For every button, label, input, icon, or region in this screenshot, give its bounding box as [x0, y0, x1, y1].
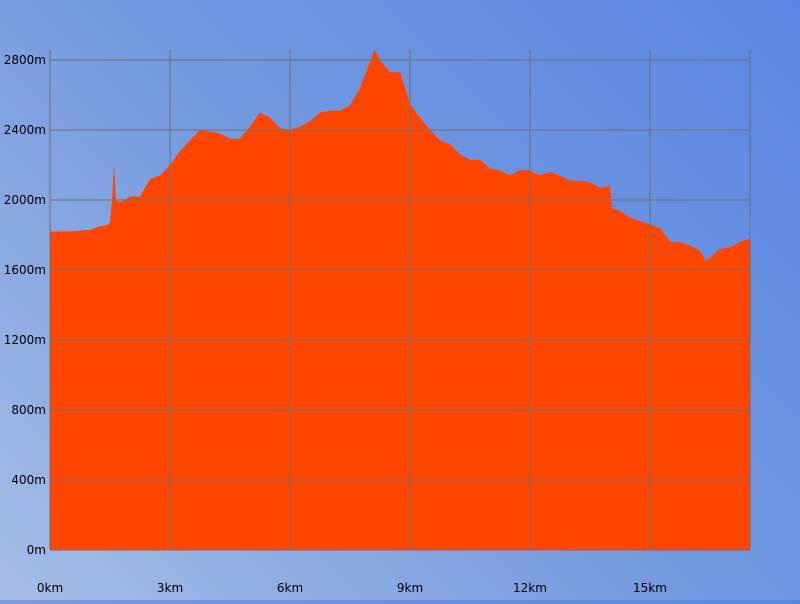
x-tick-label-3: 9km — [397, 581, 423, 595]
x-tick-label-0: 0km — [37, 581, 63, 595]
y-tick-label-3: 1200m — [4, 333, 46, 347]
plot-area — [50, 49, 750, 550]
y-tick-label-5: 2000m — [4, 193, 46, 207]
y-axis-tick-labels: 0m 400m 800m 1200m 1600m 2000m 2400m 2800m — [4, 53, 46, 557]
x-axis-tick-labels: 0km 3km 6km 9km 12km 15km — [37, 581, 667, 595]
x-tick-label-4: 12km — [513, 581, 547, 595]
y-tick-label-6: 2400m — [4, 123, 46, 137]
gridlines — [49, 50, 751, 551]
y-tick-label-7: 2800m — [4, 53, 46, 67]
y-tick-label-0: 0m — [27, 543, 46, 557]
y-tick-label-2: 800m — [11, 403, 46, 417]
elevation-area — [50, 49, 750, 550]
y-tick-label-4: 1600m — [4, 263, 46, 277]
x-tick-label-2: 6km — [277, 581, 303, 595]
x-tick-label-5: 15km — [633, 581, 667, 595]
y-tick-label-1: 400m — [11, 473, 46, 487]
x-tick-label-1: 3km — [157, 581, 183, 595]
